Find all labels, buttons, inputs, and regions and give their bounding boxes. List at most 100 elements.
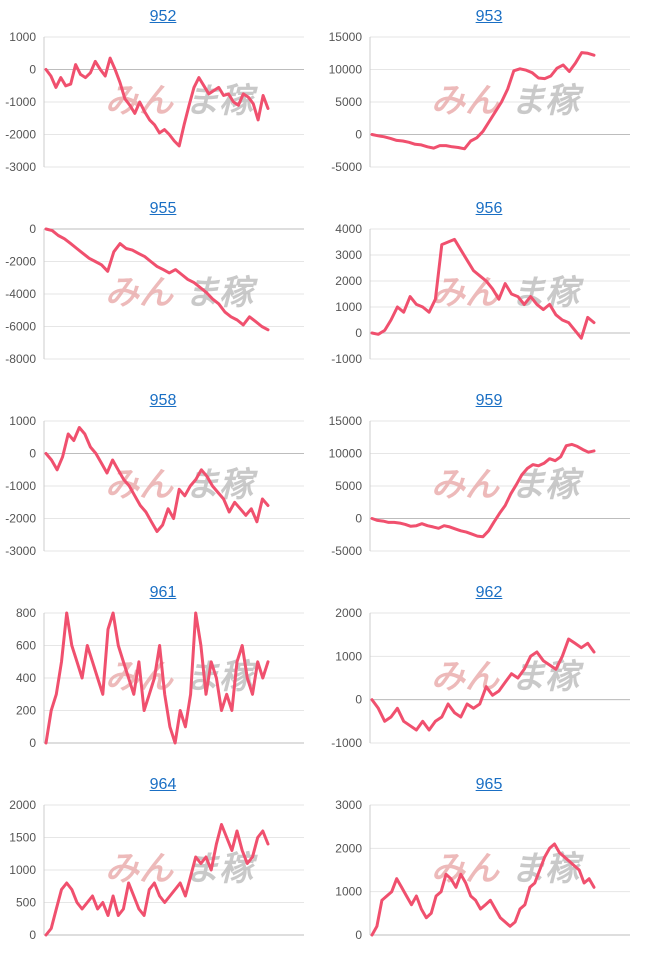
y-tick-label: -3000 <box>5 160 36 174</box>
y-tick-label: 0 <box>355 512 362 526</box>
line-chart: 15000 10000 5000 0 -5000 みん ま稼 <box>329 30 630 174</box>
y-tick-label: -2000 <box>5 512 36 526</box>
watermark-logo-left: みん <box>431 81 500 121</box>
watermark-logo-right: ま稼 <box>511 465 584 505</box>
chart-panel: 964 2000 1500 1000 500 0 みん ま稼 <box>0 768 326 960</box>
y-tick-label: 800 <box>16 606 36 620</box>
series-line <box>370 237 596 340</box>
y-tick-label: 1000 <box>9 30 36 44</box>
chart-panel: 953 15000 10000 5000 0 -5000 みん ま稼 <box>326 0 652 192</box>
chart-title-link[interactable]: 953 <box>475 8 503 25</box>
y-tick-label: -2000 <box>5 128 36 142</box>
chart-panel: 961 800 600 400 200 0 みん ま稼 <box>0 576 326 768</box>
chart-title-link[interactable]: 962 <box>475 584 503 601</box>
series-line <box>370 842 596 937</box>
series-line <box>370 51 596 151</box>
y-tick-label: 500 <box>16 896 36 910</box>
watermark-logo-left: みん <box>431 273 500 313</box>
line-chart: 2000 1500 1000 500 0 みん ま稼 <box>9 798 304 942</box>
watermark-logo-right: ま稼 <box>511 849 584 889</box>
watermark-logo-left: みん <box>431 465 500 505</box>
y-tick-label: 2000 <box>335 606 362 620</box>
y-tick-label: 0 <box>355 928 362 942</box>
y-tick-label: 0 <box>29 447 36 461</box>
watermark-logo-right: ま稼 <box>511 81 584 121</box>
y-tick-label: -1000 <box>5 95 36 109</box>
y-tick-label: 0 <box>29 63 36 77</box>
series-line <box>44 227 270 332</box>
y-tick-label: 0 <box>355 693 362 707</box>
chart-title-link[interactable]: 961 <box>149 584 177 601</box>
series-line <box>370 442 596 539</box>
chart-panel: 959 15000 10000 5000 0 -5000 みん ま稼 <box>326 384 652 576</box>
series-line <box>370 637 596 732</box>
y-tick-label: 1500 <box>9 831 36 845</box>
line-chart: 1000 0 -1000 -2000 -3000 みん ま稼 <box>5 414 304 558</box>
chart-title-link[interactable]: 952 <box>149 8 177 25</box>
y-tick-label: -3000 <box>5 544 36 558</box>
y-tick-label: -4000 <box>5 287 36 301</box>
chart-panel: 952 1000 0 -1000 -2000 -3000 みん ま稼 <box>0 0 326 192</box>
y-tick-label: 0 <box>29 222 36 236</box>
y-tick-label: 10000 <box>329 63 363 77</box>
chart-title-link[interactable]: 956 <box>475 200 503 217</box>
y-tick-label: 15000 <box>329 30 363 44</box>
y-tick-label: 2000 <box>9 798 36 812</box>
series-line <box>44 56 270 148</box>
y-tick-label: -1000 <box>331 352 362 366</box>
y-tick-label: -5000 <box>331 160 362 174</box>
y-tick-label: -5000 <box>331 544 362 558</box>
y-tick-label: 10000 <box>329 447 363 461</box>
y-tick-label: 1000 <box>335 885 362 899</box>
y-tick-label: -8000 <box>5 352 36 366</box>
y-tick-label: 0 <box>355 326 362 340</box>
watermark-logo-right: ま稼 <box>185 81 258 121</box>
y-tick-label: 200 <box>16 704 36 718</box>
chart-panel: 958 1000 0 -1000 -2000 -3000 みん ま稼 <box>0 384 326 576</box>
y-tick-label: 5000 <box>335 95 362 109</box>
y-tick-label: 400 <box>16 671 36 685</box>
y-tick-label: 0 <box>29 928 36 942</box>
watermark-logo-left: みん <box>105 849 174 889</box>
y-tick-label: 2000 <box>335 274 362 288</box>
y-tick-label: -1000 <box>331 736 362 750</box>
y-tick-label: -2000 <box>5 255 36 269</box>
watermark-logo-left: みん <box>105 465 174 505</box>
y-tick-label: 2000 <box>335 841 362 855</box>
y-tick-label: 600 <box>16 639 36 653</box>
y-tick-label: 1000 <box>335 649 362 663</box>
chart-title-link[interactable]: 958 <box>149 392 177 409</box>
series-line <box>44 823 270 937</box>
chart-title-link[interactable]: 955 <box>149 200 177 217</box>
chart-title-link[interactable]: 959 <box>475 392 503 409</box>
y-tick-label: 15000 <box>329 414 363 428</box>
y-tick-label: 1000 <box>335 300 362 314</box>
y-tick-label: 5000 <box>335 479 362 493</box>
watermark-logo-left: みん <box>105 273 174 313</box>
y-tick-label: 1000 <box>9 414 36 428</box>
chart-panel: 956 4000 3000 2000 1000 0 -1000 みん ま稼 <box>326 192 652 384</box>
chart-title-link[interactable]: 965 <box>475 776 503 793</box>
chart-panel: 955 0 -2000 -4000 -6000 -8000 みん ま稼 <box>0 192 326 384</box>
y-tick-label: 4000 <box>335 222 362 236</box>
y-tick-label: -1000 <box>5 479 36 493</box>
series-line <box>44 611 270 745</box>
chart-panel: 965 3000 2000 1000 0 みん ま稼 <box>326 768 652 960</box>
chart-panel: 962 2000 1000 0 -1000 みん ま稼 <box>326 576 652 768</box>
y-tick-label: 0 <box>29 736 36 750</box>
line-chart: 15000 10000 5000 0 -5000 みん ま稼 <box>329 414 630 558</box>
watermark-logo-right: ま稼 <box>185 849 258 889</box>
y-tick-label: 1000 <box>9 863 36 877</box>
y-tick-label: -6000 <box>5 320 36 334</box>
y-tick-label: 3000 <box>335 248 362 262</box>
watermark-logo-right: ま稼 <box>185 465 258 505</box>
y-tick-label: 3000 <box>335 798 362 812</box>
y-tick-label: 0 <box>355 128 362 142</box>
chart-title-link[interactable]: 964 <box>149 776 177 793</box>
